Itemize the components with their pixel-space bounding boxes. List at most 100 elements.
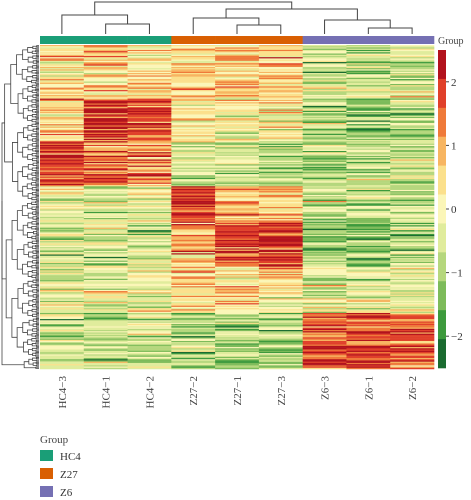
heatmap-cell <box>215 305 260 308</box>
heatmap-cell <box>302 328 347 331</box>
heatmap-cell <box>83 365 128 367</box>
heatmap-cell <box>390 265 435 267</box>
heatmap-cell <box>127 299 172 302</box>
heatmap-cell <box>127 198 172 200</box>
heatmap-cell <box>171 320 216 322</box>
heatmap-cell <box>346 63 391 65</box>
heatmap-cell <box>346 289 391 292</box>
heatmap-cell <box>215 297 260 299</box>
heatmap-cell <box>171 53 216 55</box>
heatmap-cell <box>346 172 391 175</box>
heatmap-cell <box>302 142 347 144</box>
heatmap-cell <box>258 180 303 182</box>
heatmap-cell <box>127 176 172 179</box>
color-scale-segment <box>438 310 446 340</box>
heatmap-cell <box>83 309 128 311</box>
heatmap-cell <box>40 362 85 365</box>
heatmap-cell <box>171 264 216 266</box>
heatmap-cell <box>127 208 172 210</box>
heatmap-cell <box>390 158 435 160</box>
dendrogram-branch <box>31 284 37 288</box>
heatmap-cell <box>302 204 347 207</box>
heatmap-cell <box>215 170 260 172</box>
heatmap-cell <box>302 178 347 181</box>
heatmap-cell <box>83 303 128 305</box>
dendrogram-branch <box>35 196 39 199</box>
heatmap-cell <box>40 182 85 185</box>
heatmap-cell <box>302 108 347 110</box>
heatmap-cell <box>83 194 128 197</box>
heatmap-cell <box>83 294 128 297</box>
heatmap-cell <box>83 178 128 181</box>
heatmap-cell <box>346 243 391 246</box>
heatmap-cell <box>390 59 435 62</box>
heatmap-cell <box>83 185 128 187</box>
heatmap-cell <box>40 321 85 323</box>
heatmap-cell <box>258 113 303 115</box>
heatmap-cell <box>346 314 391 316</box>
heatmap-cell <box>346 70 391 73</box>
heatmap-cell <box>127 54 172 57</box>
heatmap-cell <box>302 280 347 282</box>
heatmap-cell <box>258 210 303 213</box>
heatmap-cell <box>302 311 347 314</box>
heatmap-cell <box>40 164 85 166</box>
heatmap-cell <box>83 328 128 331</box>
heatmap-cell <box>302 183 347 186</box>
heatmap-cell <box>83 121 128 124</box>
heatmap-cell <box>171 243 216 246</box>
heatmap-cell <box>215 118 260 120</box>
heatmap-cell <box>390 235 435 237</box>
heatmap-cell <box>127 107 172 109</box>
heatmap-cell <box>171 65 216 68</box>
heatmap-cell <box>346 53 391 55</box>
heatmap-cell <box>215 310 260 312</box>
heatmap-cell <box>346 294 391 297</box>
heatmap-cell <box>40 267 85 270</box>
dendrogram-branch <box>33 230 37 235</box>
heatmap-cell <box>83 55 128 58</box>
heatmap-cell <box>258 254 303 256</box>
heatmap-cell <box>346 333 391 336</box>
heatmap-cell <box>127 86 172 88</box>
dendrogram-branch <box>36 313 39 316</box>
heatmap-cell <box>390 225 435 227</box>
heatmap-cell <box>83 102 128 104</box>
heatmap-cell <box>83 93 128 96</box>
heatmap-cell <box>302 96 347 98</box>
dendrogram-branch <box>35 337 39 340</box>
heatmap-cell <box>83 267 128 270</box>
heatmap-cell <box>390 120 435 122</box>
heatmap-cell <box>83 154 128 157</box>
heatmap-cell <box>258 137 303 140</box>
heatmap-cell <box>215 198 260 200</box>
dendrogram-branch <box>35 366 39 369</box>
heatmap-cell <box>390 105 435 108</box>
heatmap-cell <box>346 292 391 294</box>
heatmap-cell <box>215 267 260 270</box>
heatmap-cell <box>127 133 172 136</box>
heatmap-cell <box>258 63 303 65</box>
heatmap-cell <box>127 221 172 224</box>
heatmap-cell <box>346 182 391 185</box>
heatmap-cell <box>258 272 303 275</box>
heatmap-cell <box>127 217 172 220</box>
heatmap-cell <box>346 143 391 146</box>
heatmap-cell <box>302 288 347 291</box>
heatmap-cell <box>127 255 172 258</box>
heatmap-cell <box>171 323 216 326</box>
heatmap-cell <box>171 62 216 64</box>
heatmap-cell <box>215 176 260 179</box>
heatmap-cell <box>258 111 303 114</box>
heatmap-cell <box>40 196 85 198</box>
heatmap-cell <box>390 147 435 149</box>
heatmap-cell <box>40 221 85 224</box>
dendrogram-branch <box>35 237 39 240</box>
heatmap-cell <box>302 342 347 344</box>
heatmap-cell <box>215 308 260 310</box>
heatmap-cell <box>40 129 85 131</box>
heatmap-cell <box>215 98 260 101</box>
heatmap-cell <box>302 113 347 115</box>
heatmap-cell <box>40 237 85 239</box>
heatmap-cell <box>171 175 216 177</box>
